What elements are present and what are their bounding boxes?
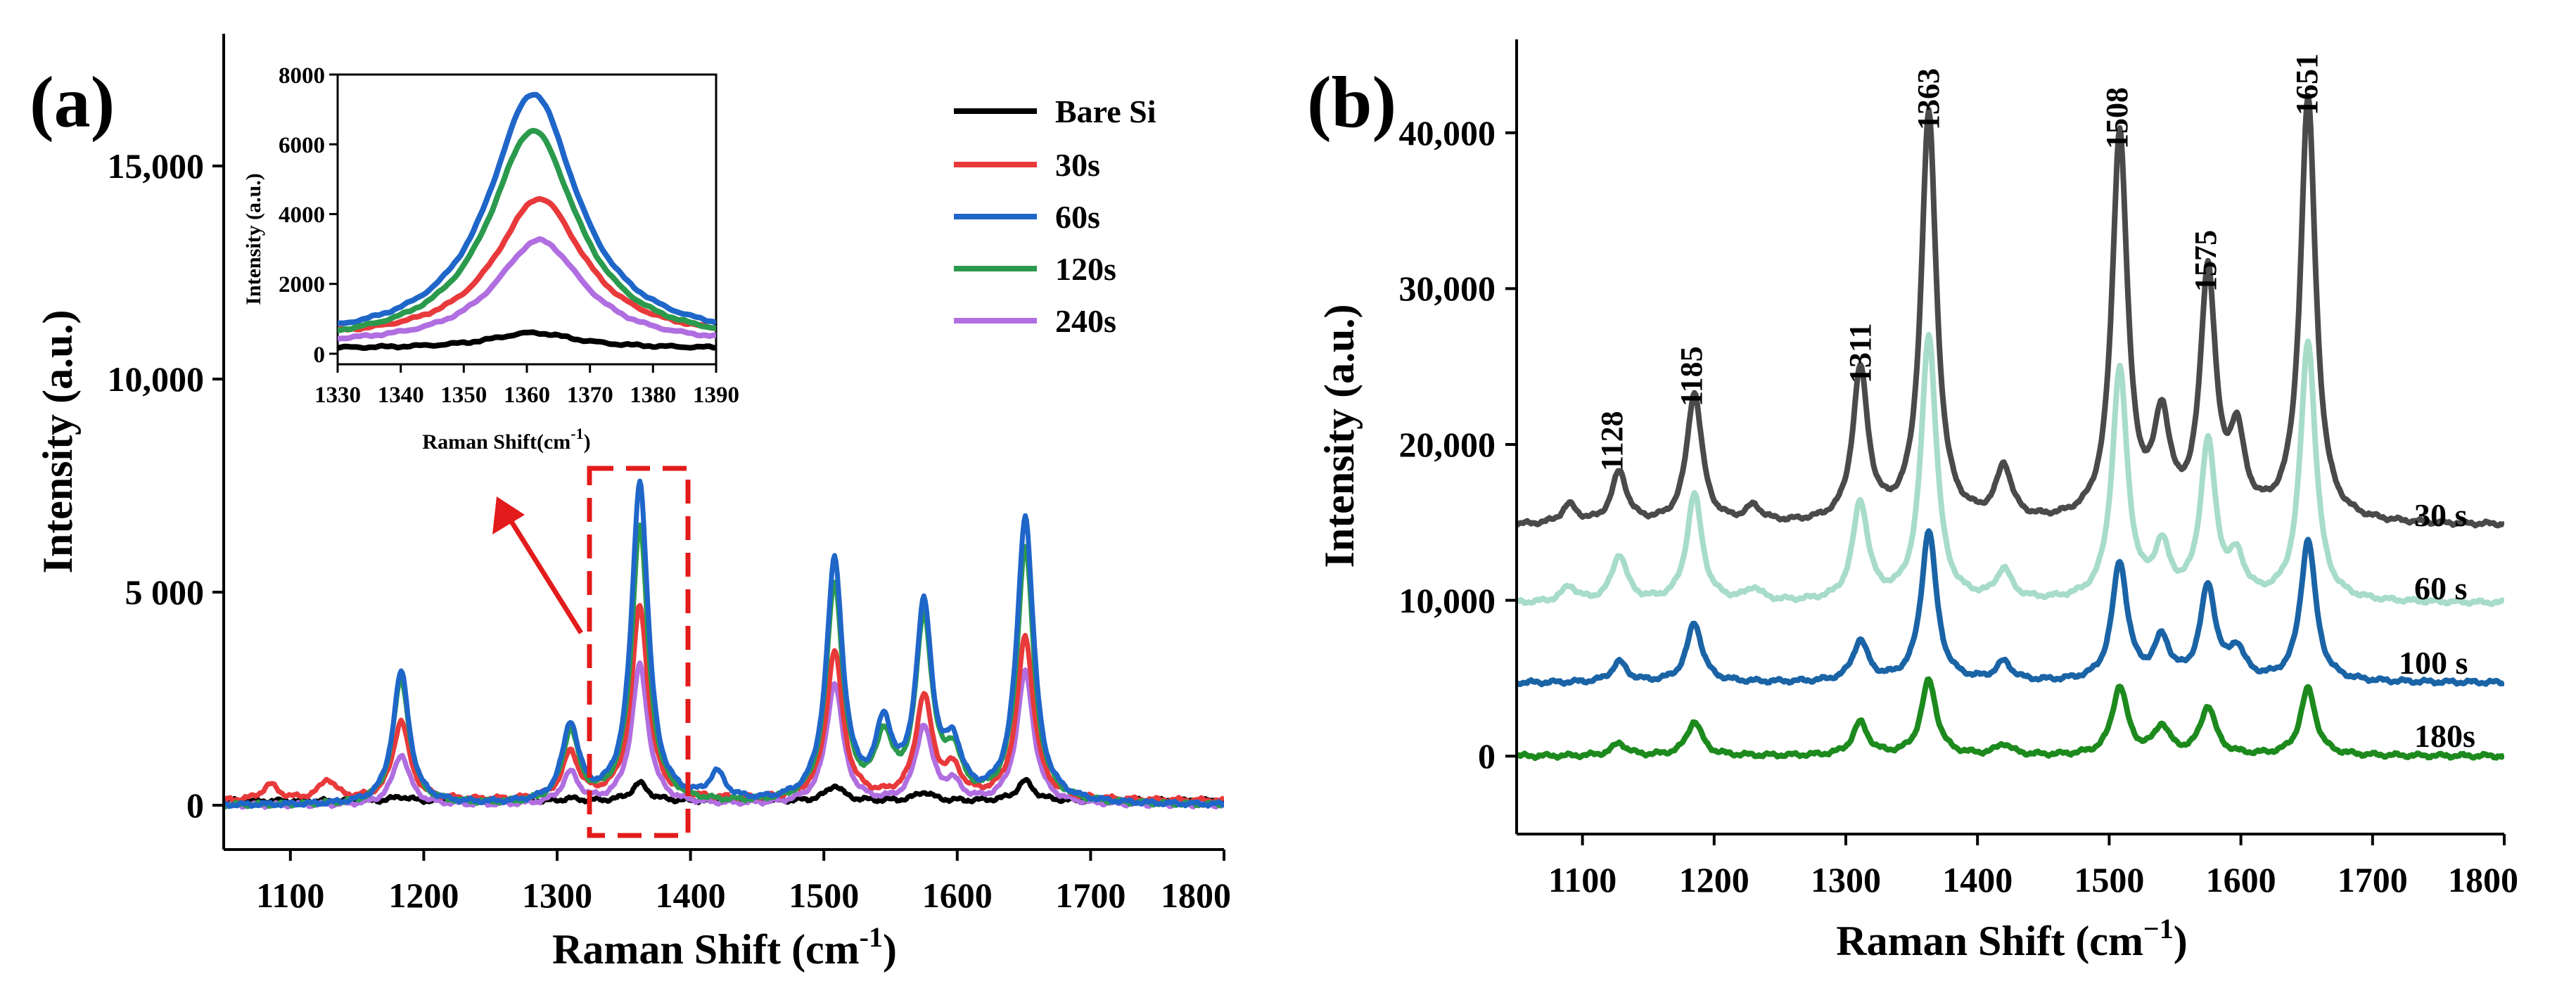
y-tick-label: 0 [314, 342, 326, 368]
inset-y-ticks: 0 2000 4000 6000 8000 [279, 63, 338, 368]
series-label-30s: 30 s [2414, 497, 2467, 533]
x-tick-label: 1390 [693, 383, 739, 408]
peak-labels: 1128 1185 1311 1363 1508 1575 1651 [1595, 53, 2324, 471]
inset-y-title: Intensity (a.u.) [242, 173, 265, 305]
panel-b-y-ticks: 0 10,000 20,000 30,000 40,000 [1399, 113, 1517, 776]
peak-label: 1651 [2290, 53, 2324, 115]
peak-label: 1508 [2100, 87, 2134, 149]
y-tick-label: 20,000 [1399, 425, 1496, 464]
x-tick-label: 1400 [1942, 860, 2013, 899]
legend-label: 30s [1055, 147, 1100, 183]
y-tick-label: 10,000 [1399, 581, 1496, 620]
inset: 1330 1340 1350 1360 1370 1380 1390 0 200… [242, 63, 739, 454]
x-tick-label: 1400 [656, 876, 726, 915]
inset-line-bare-si [338, 329, 716, 351]
x-tick-label: 1330 [314, 383, 361, 408]
panel-a-y-ticks: 0 5 000 10,000 15,000 [108, 146, 224, 825]
inset-line-60s [338, 91, 716, 326]
x-tick-label: 1200 [388, 876, 459, 915]
series-line-30-s [1517, 92, 2504, 529]
x-tick-label: 1200 [1679, 860, 1749, 899]
y-tick-label: 30,000 [1399, 269, 1496, 308]
series-line-100-s [1517, 528, 2504, 688]
x-tick-label: 1800 [1161, 876, 1231, 915]
x-tick-label: 1700 [1055, 876, 1126, 915]
peak-label: 1128 [1595, 411, 1629, 471]
series-line-30s [224, 603, 1224, 805]
x-tick-label: 1300 [1811, 860, 1881, 899]
y-tick-label: 4000 [279, 203, 325, 228]
highlight-arrow [509, 519, 583, 634]
y-tick-label: 8000 [279, 63, 325, 89]
panel-b-label: (b) [1307, 62, 1396, 143]
legend: Bare Si 30s 60s 120s 240s [954, 94, 1156, 339]
legend-label: 120s [1055, 251, 1116, 287]
inset-line-240s [338, 236, 716, 342]
highlight-box [587, 466, 691, 838]
panel-b-x-title: Raman Shift (cm−1) [1836, 913, 2187, 964]
series-line-180s [1517, 676, 2504, 761]
inset-line-120s [338, 127, 716, 333]
series-line-60s [224, 478, 1224, 809]
y-tick-label: 0 [186, 786, 204, 825]
panel-a-y-title: Intensity (a.u.) [34, 309, 81, 573]
inset-x-ticks: 1330 1340 1350 1360 1370 1380 1390 [314, 364, 739, 408]
series-line-60-s [1517, 332, 2504, 608]
inset-line-30s [338, 196, 716, 333]
panel-a-x-title: Raman Shift (cm-1) [552, 921, 897, 973]
y-tick-label: 5 000 [125, 572, 205, 612]
x-tick-label: 1340 [378, 383, 424, 408]
highlight-arrowhead [492, 496, 525, 534]
x-tick-label: 1300 [522, 876, 592, 915]
y-tick-label: 0 [1478, 736, 1496, 776]
x-tick-label: 1370 [567, 383, 613, 408]
series-label-180s: 180s [2414, 718, 2475, 754]
series-line-120s [224, 523, 1224, 810]
peak-label: 1363 [1911, 68, 1946, 130]
x-tick-label: 1700 [2338, 860, 2408, 899]
panel-a-series [224, 478, 1224, 810]
inset-frame [336, 73, 718, 366]
panel-b: (b) 1100 1200 1300 1400 1500 1600 1700 1 [1307, 39, 2518, 964]
x-tick-label: 1600 [922, 876, 993, 915]
series-label-100s: 100 s [2399, 645, 2468, 681]
peak-label: 1575 [2188, 230, 2223, 292]
y-tick-label: 6000 [279, 133, 325, 158]
x-tick-label: 1500 [789, 876, 859, 915]
peak-label: 1311 [1843, 323, 1877, 383]
x-tick-label: 1360 [504, 383, 550, 408]
legend-label: 240s [1055, 303, 1116, 339]
x-tick-label: 1100 [1548, 860, 1617, 899]
y-tick-label: 10,000 [108, 359, 205, 399]
panel-a: (a) 1100 1200 1300 1400 [30, 34, 1231, 973]
inset-series [338, 91, 716, 351]
panel-b-x-ticks: 1100 1200 1300 1400 1500 1600 1700 1800 [1548, 834, 2518, 899]
series-labels: 30 s 60 s 100 s 180s [2399, 497, 2475, 754]
y-tick-label: 2000 [279, 272, 325, 297]
x-tick-label: 1350 [440, 383, 487, 408]
peak-label: 1185 [1674, 346, 1709, 406]
y-tick-label: 15,000 [108, 146, 205, 186]
legend-label: Bare Si [1055, 94, 1156, 129]
panel-a-label: (a) [30, 62, 115, 143]
y-tick-label: 40,000 [1399, 113, 1496, 153]
x-tick-label: 1600 [2206, 860, 2276, 899]
panel-b-series [1517, 92, 2504, 761]
legend-label: 60s [1055, 199, 1100, 235]
x-tick-label: 1100 [256, 876, 324, 915]
panel-b-y-title: Intensity (a.u.) [1316, 304, 1363, 568]
inset-x-title: Raman Shift(cm-1) [422, 425, 590, 454]
series-label-60s: 60 s [2414, 570, 2467, 606]
x-tick-label: 1800 [2448, 860, 2518, 899]
x-tick-label: 1380 [630, 383, 676, 408]
panel-a-x-ticks: 1100 1200 1300 1400 1500 1600 1700 1800 [256, 850, 1231, 915]
x-tick-label: 1500 [2074, 860, 2144, 899]
